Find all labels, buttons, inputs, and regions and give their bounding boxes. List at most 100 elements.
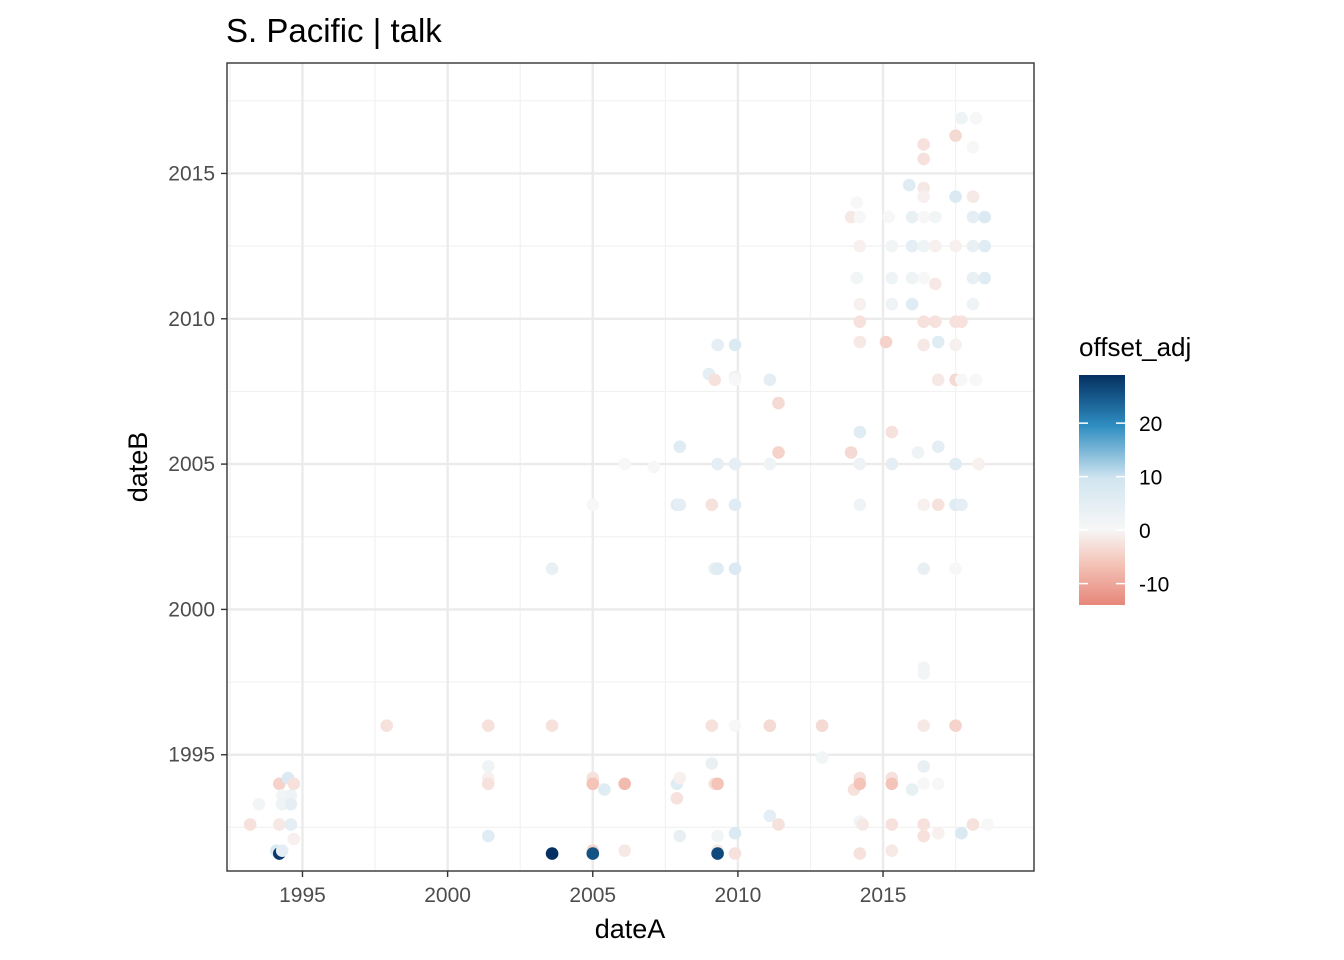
data-point (949, 129, 962, 142)
data-point (955, 315, 968, 329)
data-point (885, 818, 899, 831)
data-point (929, 239, 942, 253)
y-tick-label: 2000 (168, 598, 215, 621)
data-point (772, 446, 785, 459)
data-point (929, 277, 942, 291)
data-point (917, 210, 930, 224)
data-point (969, 373, 983, 387)
data-point (763, 457, 777, 471)
data-point (380, 719, 394, 732)
data-point (917, 239, 930, 253)
data-point (545, 847, 559, 860)
data-point (815, 751, 829, 764)
data-point (917, 818, 930, 831)
data-point (728, 847, 742, 860)
data-point (850, 271, 864, 285)
data-point (917, 760, 930, 773)
data-point (853, 210, 867, 224)
data-point (955, 111, 968, 125)
data-point (673, 829, 687, 843)
data-point (949, 457, 962, 471)
y-tick-label: 2015 (168, 162, 215, 185)
data-point (978, 271, 991, 285)
data-point (949, 190, 962, 203)
data-point (711, 562, 724, 575)
data-point (885, 844, 899, 857)
data-point (917, 562, 930, 575)
y-tick-label: 2005 (168, 453, 215, 476)
data-point (728, 457, 742, 471)
data-point (711, 847, 724, 860)
data-point (856, 818, 869, 831)
data-point (955, 373, 968, 387)
data-point (905, 783, 919, 796)
data-point (711, 338, 724, 352)
data-point (949, 239, 962, 253)
data-point (275, 844, 289, 857)
data-point (545, 562, 559, 575)
data-point (917, 181, 930, 195)
x-axis-label: dateA (595, 914, 666, 944)
data-point (618, 457, 631, 471)
data-point (711, 777, 724, 791)
data-point (647, 460, 660, 474)
data-point (673, 771, 687, 785)
data-point (853, 498, 867, 512)
data-point (902, 178, 916, 192)
data-point (853, 425, 867, 439)
x-tick-label: 2000 (424, 884, 471, 907)
data-point (929, 210, 942, 224)
data-point (917, 271, 930, 285)
data-point (917, 498, 930, 512)
data-point (931, 373, 945, 387)
data-point (917, 667, 930, 680)
data-point (966, 818, 980, 831)
data-point (917, 138, 930, 151)
data-point (853, 315, 867, 329)
legend-tick-label: 10 (1139, 467, 1162, 490)
y-axis-label: dateB (123, 432, 153, 503)
plot-border (226, 62, 1035, 872)
data-point (911, 446, 925, 459)
legend-tick-label: 20 (1139, 413, 1162, 436)
data-point (966, 190, 980, 203)
data-point (929, 315, 942, 329)
data-point (728, 338, 742, 352)
data-point (763, 719, 777, 732)
data-point (673, 440, 687, 454)
data-point (728, 826, 742, 840)
x-tick-label: 1995 (279, 884, 326, 907)
data-point (885, 777, 899, 791)
x-tick-label: 2010 (715, 884, 762, 907)
data-point (273, 818, 286, 831)
x-tick-label: 2015 (860, 884, 907, 907)
data-point (284, 818, 298, 831)
data-point (885, 297, 899, 311)
x-axis-ticks: 1995 2000 2005 2010 2015 (279, 871, 906, 907)
data-point (728, 562, 742, 575)
data-point (772, 818, 785, 831)
data-point (252, 797, 266, 811)
data-point (545, 719, 559, 732)
data-point (763, 809, 777, 823)
data-point (705, 757, 719, 770)
grid-lines (227, 63, 1034, 871)
data-point (670, 792, 684, 805)
data-point (711, 457, 724, 471)
data-point (482, 829, 495, 843)
data-point (917, 719, 930, 732)
data-point (673, 498, 687, 512)
data-point (618, 844, 631, 857)
data-point (966, 239, 980, 253)
data-point (905, 271, 919, 285)
data-point (844, 446, 858, 459)
data-point (917, 315, 930, 329)
data-point (284, 789, 298, 802)
y-tick-label: 1995 (168, 744, 215, 767)
data-point (931, 335, 945, 349)
data-point (844, 210, 858, 224)
data-point (708, 373, 721, 387)
data-point (586, 777, 600, 791)
data-point (853, 777, 867, 791)
